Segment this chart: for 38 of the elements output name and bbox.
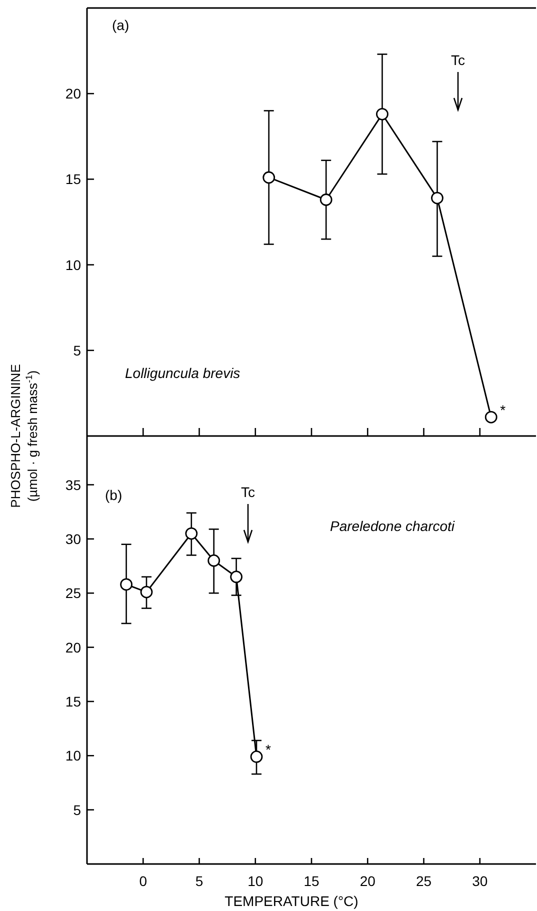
y-tick-label: 10	[65, 256, 82, 273]
annotation: (b)	[105, 487, 122, 503]
annotation: Pareledone charcoti	[330, 518, 456, 534]
y-tick-label: 25	[65, 585, 82, 602]
y-tick-label: 20	[65, 639, 82, 656]
x-tick-label: 30	[472, 873, 488, 889]
y-tick-label: 5	[73, 342, 82, 358]
x-tick-label: 10	[248, 873, 264, 889]
point	[484, 410, 498, 424]
point	[320, 194, 332, 206]
point	[431, 192, 444, 204]
point	[120, 578, 132, 591]
point	[140, 586, 153, 598]
point	[250, 750, 263, 763]
point	[230, 570, 242, 584]
x-tick-label: 0	[139, 873, 148, 889]
annotation: (a)	[112, 17, 130, 33]
y-tick-label: 15	[65, 171, 82, 188]
point	[208, 554, 220, 567]
point	[376, 108, 388, 120]
point	[262, 171, 276, 184]
y-tick-label: 35	[65, 476, 82, 493]
annotation: *	[500, 402, 506, 418]
y-tick-label: 15	[65, 693, 82, 710]
y-tick-label: 20	[65, 86, 82, 102]
x-axis-title: TEMPERATURE (°C)	[224, 893, 358, 909]
x-tick-label: 5	[195, 873, 204, 889]
annotation: Lolliguncula brevis	[125, 365, 240, 381]
x-tick-label: 20	[360, 873, 376, 889]
x-tick-label: 15	[304, 873, 320, 889]
y-tick-label: 5	[73, 802, 82, 818]
point	[185, 527, 198, 540]
annotation: Tc	[451, 52, 465, 68]
x-tick-label: 25	[416, 873, 432, 889]
y-tick-label: 10	[65, 748, 82, 764]
annotation: *	[265, 742, 272, 758]
annotation: Tc	[241, 484, 255, 500]
y-tick-label: 30	[65, 530, 82, 547]
